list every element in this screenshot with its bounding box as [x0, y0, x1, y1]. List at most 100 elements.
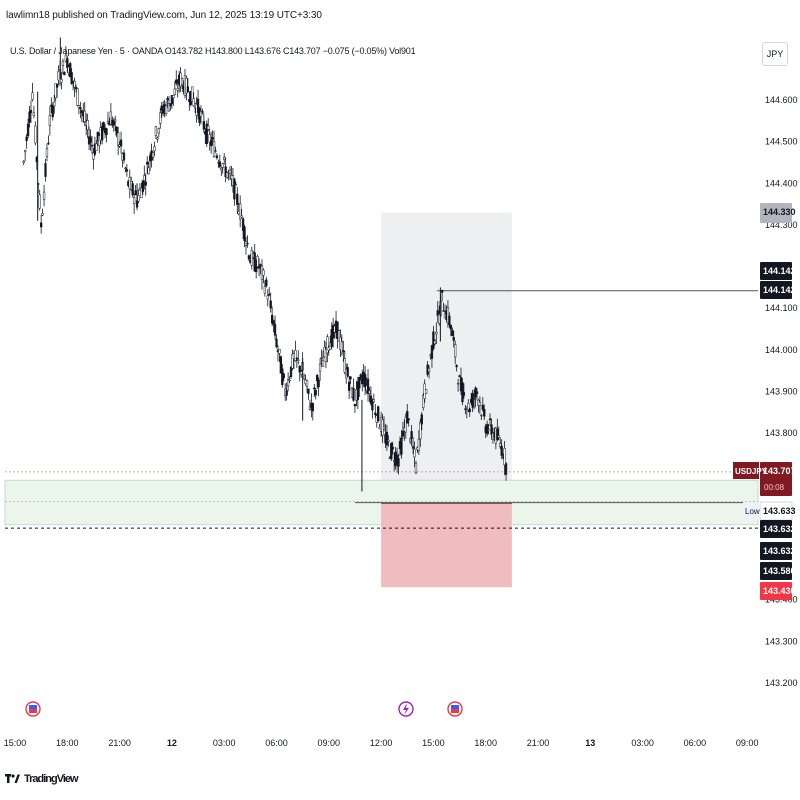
candle-body [156, 137, 159, 140]
candle-body [270, 314, 274, 324]
candle-body [401, 430, 405, 437]
candle [371, 398, 374, 419]
candle-body [26, 123, 30, 137]
candle-body [391, 446, 394, 450]
candle [112, 117, 115, 132]
candle-body [342, 350, 345, 353]
y-tick-label: 144.400 [765, 178, 798, 188]
candle [302, 373, 306, 381]
candle-body [32, 112, 36, 116]
candle [80, 109, 83, 123]
candle [205, 120, 208, 147]
candle-body [311, 403, 314, 412]
price-tag-label: 143.632 [763, 524, 796, 534]
candle-body [73, 80, 76, 88]
candle-body [92, 152, 95, 160]
candle-body [353, 403, 357, 407]
x-tick-label: 06:00 [265, 738, 288, 748]
price-tag-gray [760, 203, 792, 223]
candle-body [214, 150, 217, 152]
candle-body [372, 399, 375, 403]
candle [186, 78, 190, 93]
candle [305, 379, 309, 393]
us-flag-event-icon-stripes [451, 709, 459, 713]
candle-body [452, 337, 455, 341]
candle [262, 268, 265, 284]
candle [298, 365, 301, 382]
candle-body [220, 167, 223, 171]
candle-body [101, 126, 104, 141]
candle-body [266, 295, 269, 300]
x-tick-label: 06:00 [684, 738, 707, 748]
candle [397, 453, 400, 475]
candle-body [124, 167, 127, 170]
candle [420, 411, 423, 431]
candle [153, 141, 156, 157]
candle [496, 418, 499, 442]
candle [29, 100, 33, 123]
candle-body [175, 79, 178, 84]
candle-body [359, 374, 362, 379]
candle-body [80, 110, 83, 113]
candle-body [185, 77, 188, 94]
candle-body [487, 429, 490, 432]
candle-body [407, 418, 410, 421]
candle-body [263, 286, 267, 294]
candle [76, 87, 79, 107]
candle-body [259, 264, 262, 267]
candle [294, 340, 297, 362]
candle [116, 126, 120, 156]
candle [269, 292, 272, 313]
currency-button[interactable]: JPY [762, 42, 788, 66]
candle [221, 162, 224, 174]
candle-body [169, 103, 172, 107]
tradingview-logo-text: TradingView [24, 773, 79, 785]
candle [223, 152, 226, 165]
candle [324, 341, 328, 369]
candle-body [240, 215, 243, 218]
candle-body [503, 448, 506, 466]
candle [318, 358, 322, 381]
candle [497, 426, 500, 441]
candle [456, 378, 460, 392]
candle [300, 369, 303, 378]
candle-body [488, 418, 492, 421]
candle [448, 312, 451, 328]
candle-body [172, 95, 175, 98]
candle-body [66, 58, 69, 68]
candle-body [112, 119, 115, 126]
candle-body [397, 458, 400, 467]
candle-body [449, 324, 452, 330]
candle [66, 55, 69, 73]
x-tick-label: 18:00 [474, 738, 497, 748]
candle [70, 68, 73, 85]
candle-body [382, 426, 386, 430]
candle [225, 171, 229, 179]
candle-body [305, 380, 309, 387]
candle-body [74, 86, 78, 90]
candle-body [279, 356, 283, 374]
candle-body [427, 367, 431, 373]
candle-body [201, 110, 204, 113]
candle-body [31, 92, 34, 100]
candle-body [411, 446, 415, 449]
candle-body [180, 78, 184, 85]
candle-body [497, 435, 500, 438]
candle-body [446, 307, 450, 324]
candle [243, 224, 246, 248]
candle-body [347, 381, 351, 391]
candle [101, 122, 104, 145]
candle-body [218, 161, 221, 167]
candle-body [90, 144, 94, 147]
candle-body [247, 255, 251, 260]
candle [500, 439, 503, 460]
candle-body [291, 353, 294, 369]
candle [374, 404, 377, 418]
candle [358, 377, 361, 398]
candle-body [377, 406, 380, 422]
candle-body [314, 390, 317, 396]
candle-body [38, 194, 41, 209]
candle [215, 153, 219, 160]
candle [368, 386, 371, 403]
